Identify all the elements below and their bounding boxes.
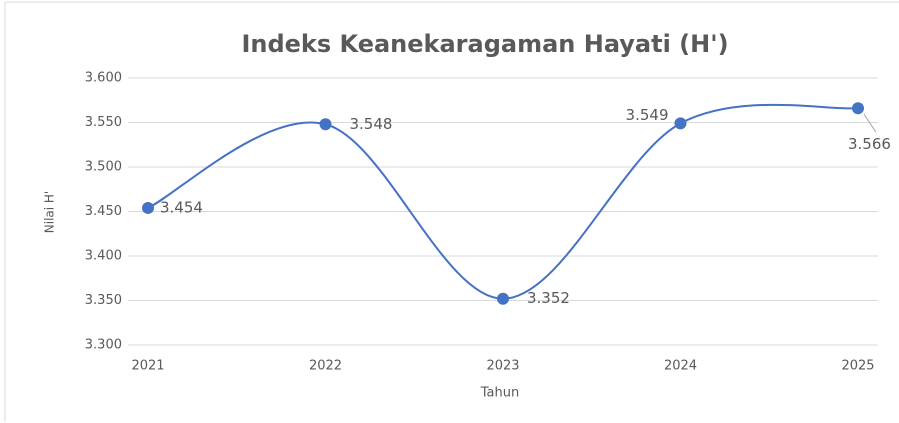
point [852,102,864,115]
y-tick-label: 3.300 [85,338,122,353]
x-tick-label: 2022 [309,359,342,374]
x-axis-title: Tahun [480,386,519,401]
y-tick-label: 3.600 [85,71,122,86]
point [319,118,332,131]
x-tick-label: 2023 [486,359,519,374]
chart-title: Indeks Keanekaragaman Hayati (H') [241,30,728,58]
y-tick-label: 3.350 [85,293,122,308]
x-tick-label: 2021 [131,359,164,374]
data-label: 3.454 [160,198,203,216]
x-tick-label: 2024 [664,359,697,374]
data-label: 3.548 [350,115,393,133]
data-label: 3.549 [626,106,669,124]
y-tick-label: 3.400 [85,249,122,264]
y-tick-label: 3.550 [85,115,122,130]
leader-line [863,113,877,133]
y-tick-label: 3.500 [85,160,122,175]
data-label: 3.352 [527,289,570,307]
point [142,201,154,214]
line [147,103,859,300]
x-tick-label: 2025 [841,359,874,374]
y-tick-label: 3.450 [85,204,122,219]
point [497,292,509,305]
data-label: 3.566 [848,135,891,153]
point [674,117,687,130]
y-axis-title: Nilai H' [43,191,57,233]
